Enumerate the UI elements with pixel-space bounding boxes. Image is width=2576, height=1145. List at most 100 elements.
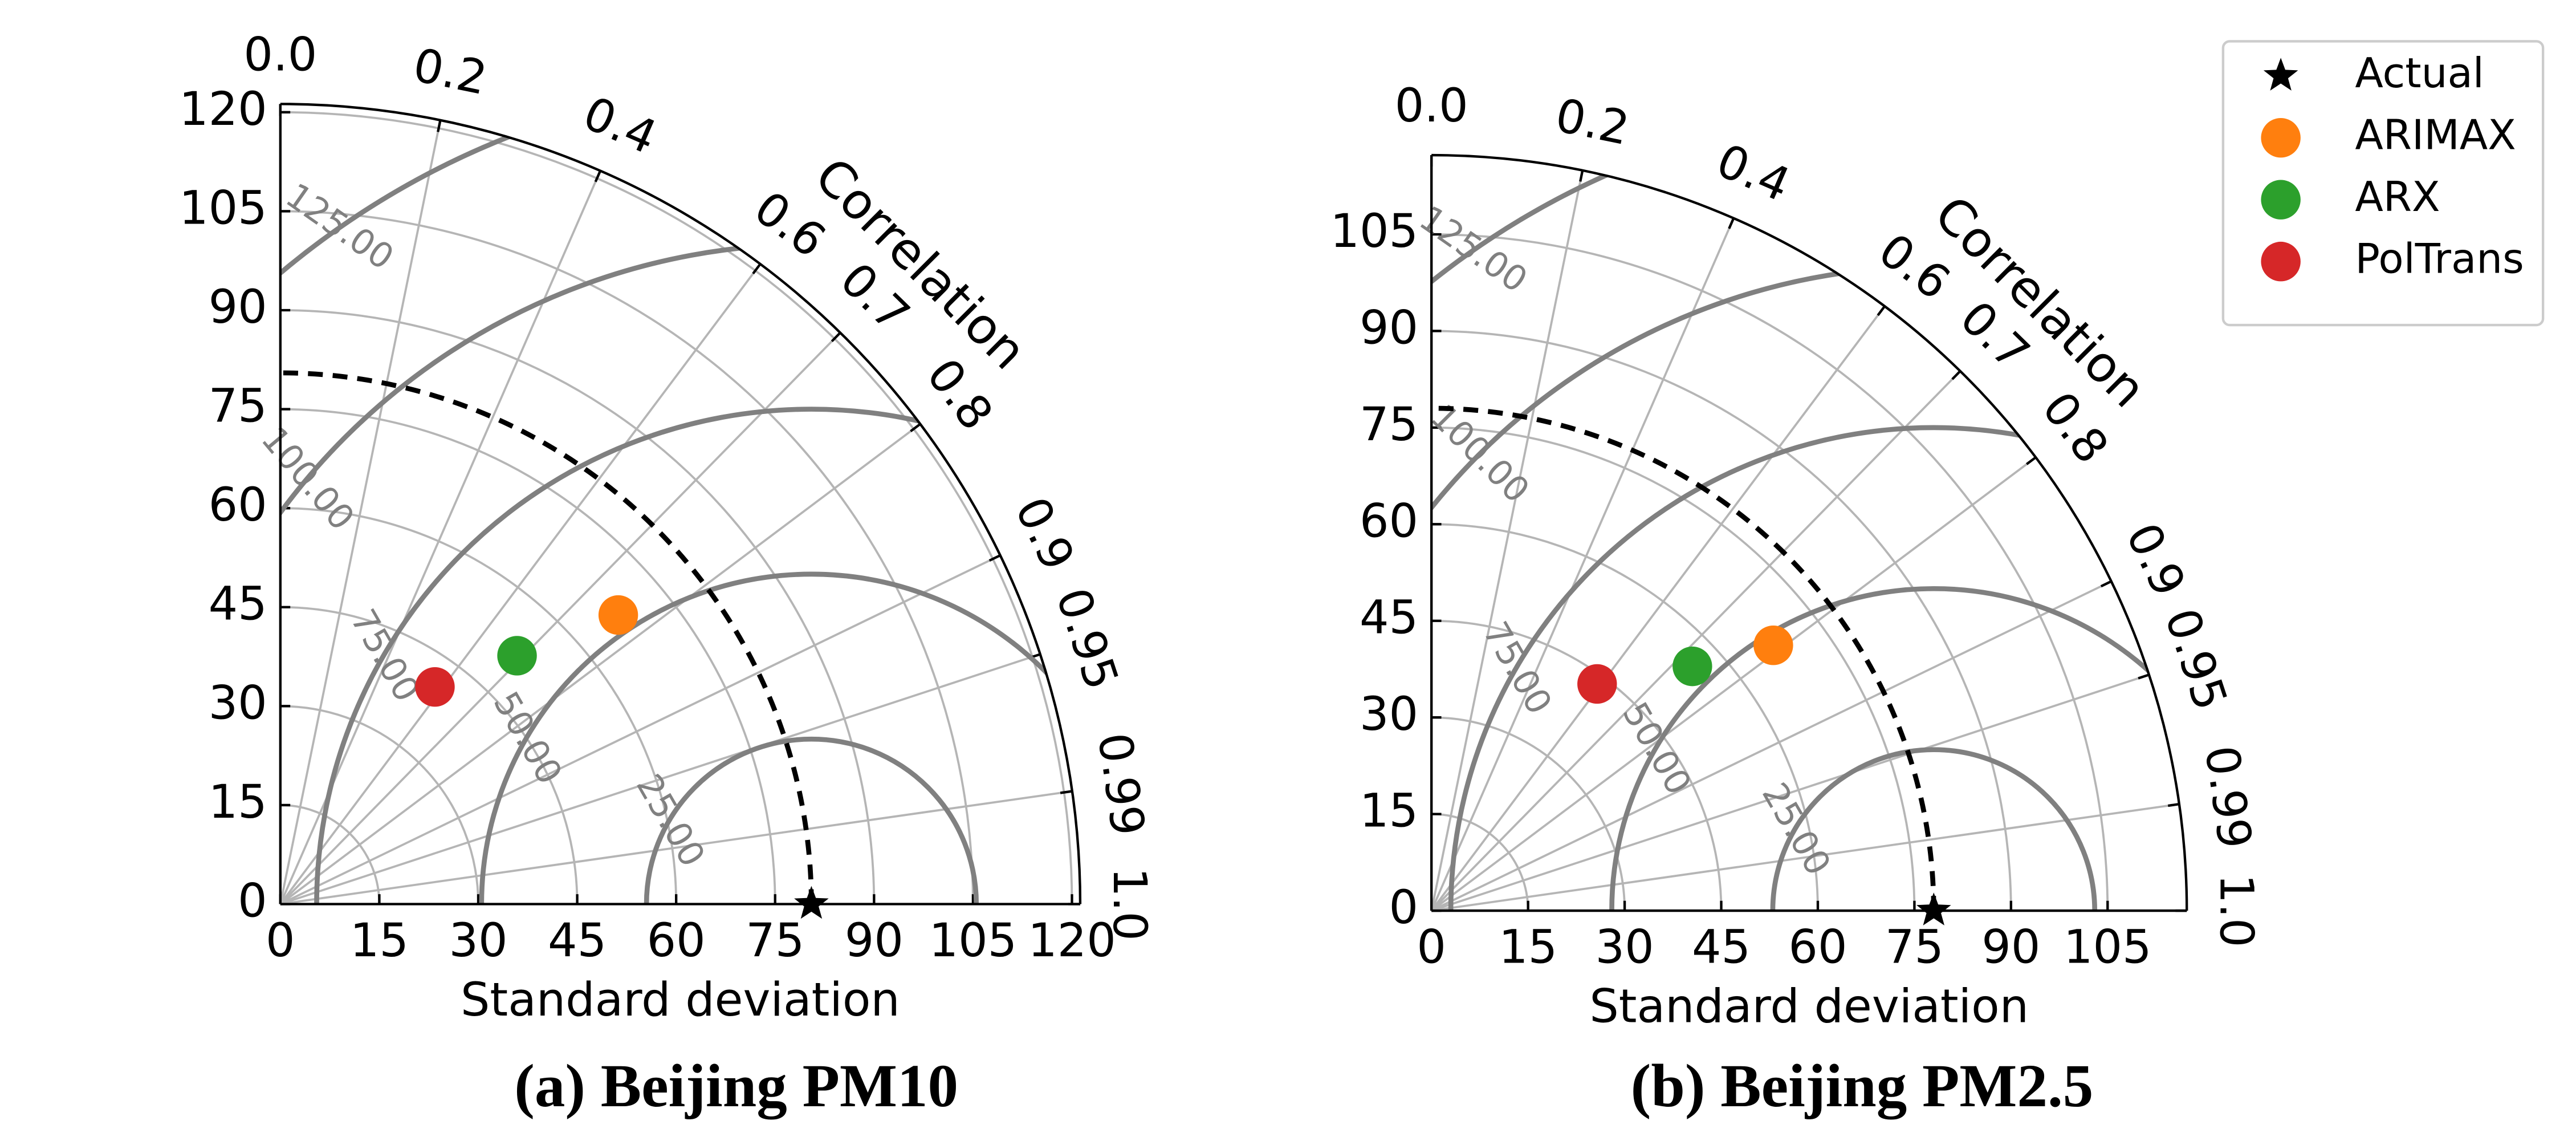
corr-tick	[1877, 305, 1886, 316]
corr-tick	[1728, 217, 1735, 229]
corr-tick-label: 0.4	[576, 87, 665, 165]
corr-tick-label: 1.0	[1102, 867, 1156, 941]
rms-contour	[644, 736, 979, 904]
grid-arc	[1431, 523, 1819, 911]
grid-radial	[1430, 170, 1584, 911]
corr-axis-label: Correlation	[1923, 185, 2157, 419]
grid-arc	[280, 507, 678, 904]
corr-tick	[594, 170, 602, 182]
x-tick-label: 30	[449, 914, 507, 968]
corr-tick-label: 0.2	[409, 38, 491, 105]
legend-marker	[2261, 180, 2301, 220]
legend-label: ARX	[2355, 173, 2440, 221]
y-tick-label: 0	[1389, 881, 1419, 935]
corr-tick	[752, 263, 762, 275]
grid-radial	[279, 120, 442, 904]
corr-tick	[2100, 580, 2112, 588]
x-tick-label: 15	[350, 914, 409, 968]
rms-contour	[314, 407, 1080, 904]
grid-radial	[279, 263, 762, 905]
grid-arc	[280, 111, 1073, 904]
outer-arc	[1431, 153, 2188, 911]
corr-tick-label: 1.0	[2209, 874, 2262, 948]
y-tick-label: 60	[209, 478, 267, 532]
y-tick-label: 30	[209, 676, 267, 730]
x-tick-label: 60	[1788, 920, 1847, 974]
x-tick-label: 45	[548, 914, 607, 968]
grid-arc	[280, 210, 974, 904]
model-point	[1753, 625, 1793, 665]
grid-radial	[279, 332, 841, 905]
corr-tick	[988, 554, 1001, 562]
grid-radial	[280, 790, 1073, 906]
y-tick-label: 15	[1360, 785, 1418, 838]
x-tick-label: 75	[1885, 920, 1944, 974]
corr-tick-label: 0.95	[2154, 602, 2237, 717]
x-tick-label: 30	[1596, 920, 1654, 974]
rms-label: 50.00	[1614, 696, 1699, 802]
grid-radial	[1431, 803, 2180, 912]
grid-arc	[1431, 716, 1626, 911]
x-axis-label: Standard deviation	[461, 973, 900, 1027]
x-tick-label: 105	[2064, 920, 2152, 974]
grid-arc	[280, 408, 776, 904]
rms-label: 75.00	[1475, 615, 1560, 721]
grid-radial	[1430, 217, 1735, 911]
y-tick-label: 75	[1360, 398, 1418, 452]
y-tick-label: 90	[209, 281, 267, 334]
grid-radial	[1430, 305, 1886, 912]
legend-label: ARIMAX	[2355, 112, 2516, 160]
corr-tick	[2138, 673, 2150, 680]
legend-marker	[2261, 241, 2301, 282]
x-tick-label: 120	[1028, 914, 1116, 968]
y-tick-label: 60	[1360, 494, 1418, 548]
outer-arc	[280, 103, 1082, 904]
reference-point	[794, 886, 829, 919]
corr-tick-label: 0.0	[243, 28, 317, 82]
corr-tick	[2167, 803, 2180, 807]
model-point	[598, 595, 638, 635]
grid-arc	[1431, 233, 2109, 911]
corr-tick	[1060, 790, 1073, 794]
x-tick-label: 105	[929, 914, 1018, 968]
legend: Actual ARIMAX ARX PolTrans	[2221, 40, 2545, 327]
rms-label: 75.00	[343, 603, 427, 709]
x-tick-label: 75	[746, 914, 804, 968]
corr-tick-label: 0.9	[1004, 489, 1085, 579]
grid-radial	[280, 554, 1001, 906]
grid-radial	[1431, 673, 2150, 912]
model-point	[497, 636, 537, 676]
taylor-chart: 00 15 15 30 30 45 45 60 60 75 75 90 90 105 105 0.0 0.2 0.…	[1330, 79, 2262, 1120]
x-axis-label: Standard deviation	[1589, 980, 2029, 1034]
corr-tick-label: 0.4	[1709, 134, 1798, 213]
x-tick-label: 0	[1417, 920, 1446, 974]
grid-arc	[1431, 426, 1916, 911]
corr-tick-label: 0.2	[1551, 89, 1634, 156]
legend-label: Actual	[2355, 50, 2484, 98]
corr-tick	[831, 331, 841, 343]
y-tick-label: 75	[209, 380, 267, 433]
y-tick-label: 30	[1360, 688, 1418, 741]
y-tick-label: 45	[1360, 591, 1418, 645]
grid-arc	[280, 705, 479, 904]
legend-marker	[2261, 117, 2301, 158]
x-tick-label: 0	[266, 914, 295, 968]
y-tick-label: 90	[1360, 301, 1418, 355]
chart-title: (a) Beijing PM10	[514, 1053, 958, 1120]
legend-label: PolTrans	[2355, 236, 2524, 283]
corr-tick	[910, 423, 921, 432]
model-point	[415, 667, 455, 707]
corr-tick-label: 0.95	[1045, 582, 1129, 696]
corr-tick-label: 0.99	[2194, 742, 2262, 852]
y-tick-label: 105	[1330, 205, 1418, 258]
corr-tick	[437, 120, 442, 132]
grid-arc	[1431, 619, 1723, 911]
grid-radial	[1431, 456, 2037, 912]
reference-arc	[280, 370, 814, 904]
corr-tick-label: 0.9	[2115, 515, 2196, 605]
y-tick-label: 15	[209, 775, 267, 829]
rms-contour	[479, 571, 1080, 904]
model-point	[1672, 646, 1712, 687]
y-tick-label: 105	[179, 181, 267, 235]
